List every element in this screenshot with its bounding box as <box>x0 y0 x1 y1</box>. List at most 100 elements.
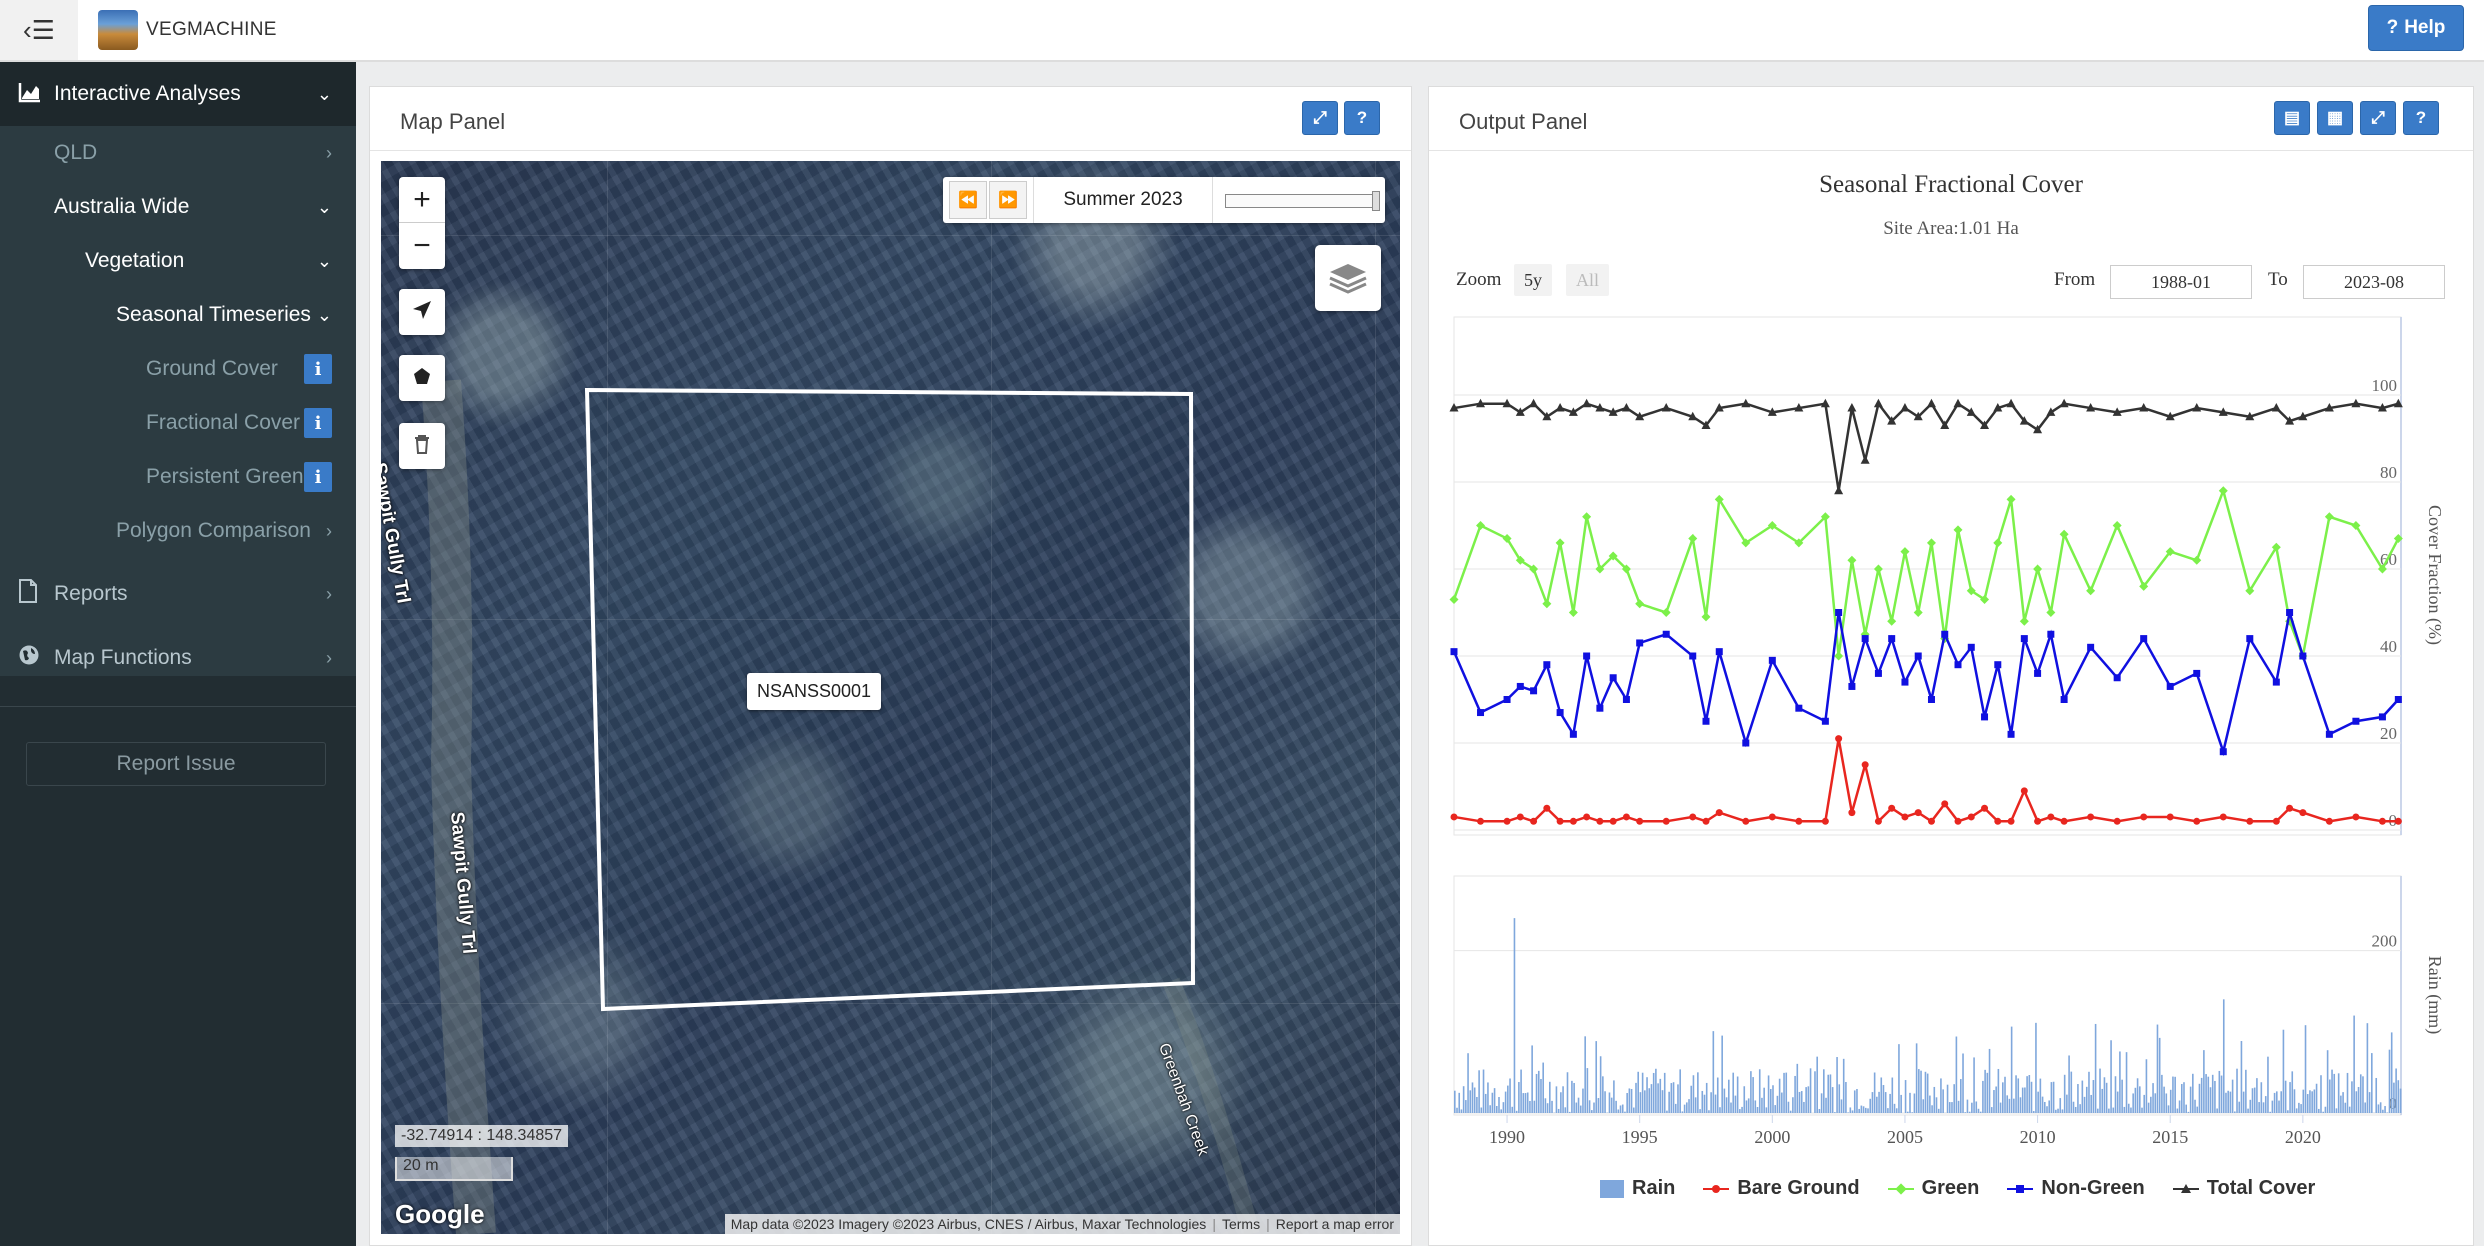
sidebar-item-australia-wide[interactable]: Australia Wide ⌄ <box>0 180 356 234</box>
help-button[interactable]: ? Help <box>2368 5 2464 51</box>
expand-icon: ⤢ <box>1313 108 1327 127</box>
rain-bar <box>2273 1092 2276 1113</box>
rain-bar <box>1626 1093 1628 1113</box>
slider-handle[interactable] <box>1372 191 1380 211</box>
data-point-bare-ground <box>1768 813 1776 821</box>
export-excel-button[interactable]: ▤ <box>2274 101 2310 135</box>
rain-bar <box>1652 1072 1655 1113</box>
report-issue-button[interactable]: Report Issue <box>26 742 326 786</box>
data-point-green <box>1595 564 1605 574</box>
data-point-non-green <box>2087 643 2095 651</box>
report-map-error-link[interactable]: Report a map error <box>1275 1216 1394 1232</box>
rain-bar <box>2260 1082 2263 1113</box>
rain-bar <box>1847 1112 1849 1113</box>
site-label[interactable]: NSANSS0001 <box>747 673 882 710</box>
from-date-input[interactable]: 1988-01 <box>2110 265 2252 299</box>
rain-bar <box>1573 1082 1575 1113</box>
collapse-menu-icon: ‹☰ <box>23 14 55 45</box>
menu-toggle-button[interactable]: ‹☰ <box>0 0 78 60</box>
sidebar-item-fractional-cover[interactable]: Fractional Cover i <box>0 396 356 450</box>
map-fullscreen-button[interactable]: ⤢ <box>1302 101 1338 135</box>
rain-bar <box>2030 1081 2033 1113</box>
map-help-button[interactable]: ? <box>1344 101 1380 135</box>
map-view[interactable]: Sawpit Gully Trl Sawpit Gully Trl Greenb… <box>381 161 1400 1234</box>
data-point-non-green <box>1503 696 1511 703</box>
rain-bar <box>2346 1072 2349 1113</box>
output-fullscreen-button[interactable]: ⤢ <box>2360 101 2396 135</box>
rain-bar <box>2267 1056 2269 1113</box>
sidebar-item-persistent-green[interactable]: Persistent Green i <box>0 450 356 504</box>
previous-season-button[interactable]: ⏪ <box>949 181 987 219</box>
rain-bar <box>1827 1074 1830 1113</box>
rain-bar <box>1765 1107 1768 1113</box>
rain-bar <box>2309 1090 2311 1113</box>
rain-bar <box>1593 1102 1595 1113</box>
legend-bare-ground[interactable]: Bare Ground <box>1703 1177 1860 1200</box>
legend-total-cover[interactable]: Total Cover <box>2172 1177 2315 1200</box>
data-point-total-cover <box>1953 398 1963 408</box>
season-slider[interactable] <box>1225 191 1380 211</box>
rain-bar <box>1906 1111 1909 1113</box>
sidebar-item-polygon-comparison[interactable]: Polygon Comparison › <box>0 504 356 558</box>
rain-bar <box>2275 1091 2278 1113</box>
terms-link[interactable]: Terms <box>1221 1216 1261 1232</box>
rain-bar <box>1723 1088 1726 1113</box>
sidebar-item-qld[interactable]: QLD › <box>0 126 356 180</box>
rain-bar <box>1515 1110 1518 1113</box>
trash-icon <box>413 434 431 459</box>
rain-bar <box>1672 1082 1675 1113</box>
data-point-green <box>1794 538 1804 548</box>
sidebar: Interactive Analyses ⌄ QLD › Australia W… <box>0 62 356 1246</box>
rain-bar <box>1708 1110 1710 1113</box>
sidebar-item-ground-cover[interactable]: Ground Cover i <box>0 342 356 396</box>
rain-bar <box>2351 1081 2353 1113</box>
rain-bar <box>1887 1108 1889 1113</box>
rain-bar <box>2298 1102 2300 1113</box>
rain-bar <box>2127 1103 2130 1113</box>
rain-bar <box>2251 1088 2254 1113</box>
rain-bar <box>1617 1109 1620 1113</box>
rain-bar <box>2386 1112 2389 1113</box>
rain-bar <box>2342 1092 2344 1113</box>
export-image-button[interactable]: ▦ <box>2317 101 2353 135</box>
to-date-input[interactable]: 2023-08 <box>2303 265 2445 299</box>
rain-bar <box>1772 1085 1774 1113</box>
locate-button[interactable] <box>399 289 445 335</box>
legend-non-green[interactable]: Non-Green <box>2007 1177 2145 1200</box>
next-season-button[interactable]: ⏩ <box>989 181 1027 219</box>
sidebar-item-map-functions[interactable]: Map Functions › <box>0 626 356 690</box>
cover-tick-label: 40 <box>2380 637 2397 656</box>
sidebar-item-reports[interactable]: Reports › <box>0 562 356 626</box>
rain-bar <box>2368 1092 2371 1113</box>
legend-rain[interactable]: Rain <box>1600 1177 1675 1200</box>
sidebar-item-interactive-analyses[interactable]: Interactive Analyses ⌄ <box>0 62 356 126</box>
output-help-button[interactable]: ? <box>2403 101 2439 135</box>
draw-polygon-button[interactable] <box>399 355 445 401</box>
info-icon[interactable]: i <box>304 408 332 438</box>
zoom-out-button[interactable]: − <box>413 229 431 262</box>
rain-bar <box>2083 1096 2086 1113</box>
delete-button[interactable] <box>399 423 445 469</box>
rain-bar <box>1820 1093 1823 1113</box>
rain-bar <box>1884 1092 1887 1113</box>
rain-bar <box>1842 1058 1845 1113</box>
info-icon[interactable]: i <box>304 462 332 492</box>
zoom-5y-button[interactable]: 5y <box>1514 264 1552 296</box>
sidebar-item-vegetation[interactable]: Vegetation ⌄ <box>0 234 356 288</box>
info-icon[interactable]: i <box>304 354 332 384</box>
data-point-bare-ground <box>1583 813 1591 821</box>
chevron-down-icon: ⌄ <box>316 196 332 217</box>
rain-bar <box>2262 1102 2265 1113</box>
site-polygon[interactable] <box>584 387 1196 1012</box>
data-point-non-green <box>2394 696 2402 703</box>
zoom-in-button[interactable]: + <box>399 177 445 223</box>
rain-bar <box>1984 1069 1986 1113</box>
zoom-all-button[interactable]: All <box>1566 264 1610 296</box>
legend-green[interactable]: Green <box>1887 1177 1979 1200</box>
data-point-green <box>2086 586 2096 596</box>
sidebar-item-seasonal-timeseries[interactable]: Seasonal Timeseries ⌄ <box>0 288 356 342</box>
cover-axis-label: Cover Fraction (%) <box>2424 505 2445 645</box>
rain-bar <box>1836 1057 1838 1113</box>
layers-button[interactable] <box>1315 245 1381 311</box>
